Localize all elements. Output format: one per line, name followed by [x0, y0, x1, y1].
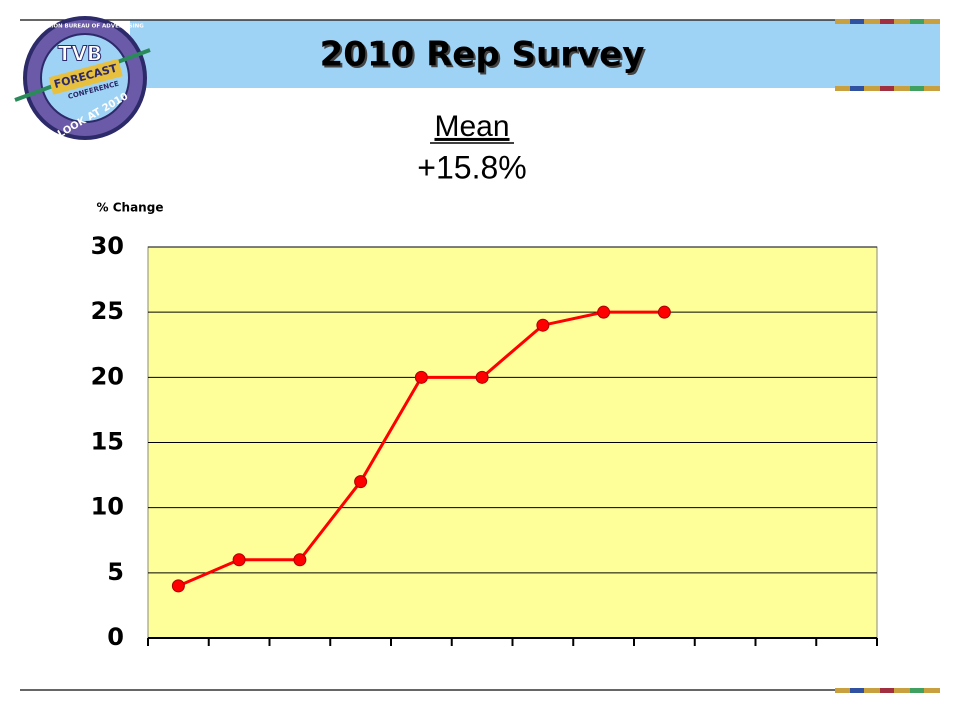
- data-point: [354, 475, 368, 489]
- data-point: [171, 579, 185, 593]
- y-tick-label: 10: [91, 493, 124, 521]
- y-tick-label: 5: [107, 558, 124, 586]
- data-point: [414, 370, 428, 384]
- data-point: [475, 370, 489, 384]
- data-point: [293, 553, 307, 567]
- title-shadow: 2010 Rep Survey: [322, 37, 647, 77]
- y-axis-label: % Change: [97, 201, 164, 215]
- data-point: [232, 553, 246, 567]
- data-point: [536, 318, 550, 332]
- logo-ring-top: TELEVISION BUREAU OF ADVERTISING: [26, 24, 144, 30]
- title-banner: [130, 20, 940, 88]
- data-point: [597, 305, 611, 319]
- y-tick-label: 0: [107, 623, 124, 651]
- data-point: [657, 305, 671, 319]
- y-tick-label: 20: [91, 362, 124, 390]
- logo-brand: TVB: [58, 42, 102, 66]
- logo: TVB FORECAST CONFERENCE TELEVISION BUREA…: [14, 16, 151, 146]
- annotation-mean: Mean: [434, 110, 509, 143]
- deco-stripes: [835, 19, 940, 693]
- annotation-value: +15.8%: [417, 149, 526, 185]
- y-tick-label: 25: [91, 297, 124, 325]
- y-tick-label: 30: [91, 232, 124, 260]
- chart-title: 2010 Rep Survey: [320, 35, 645, 75]
- y-tick-label: 15: [91, 428, 124, 456]
